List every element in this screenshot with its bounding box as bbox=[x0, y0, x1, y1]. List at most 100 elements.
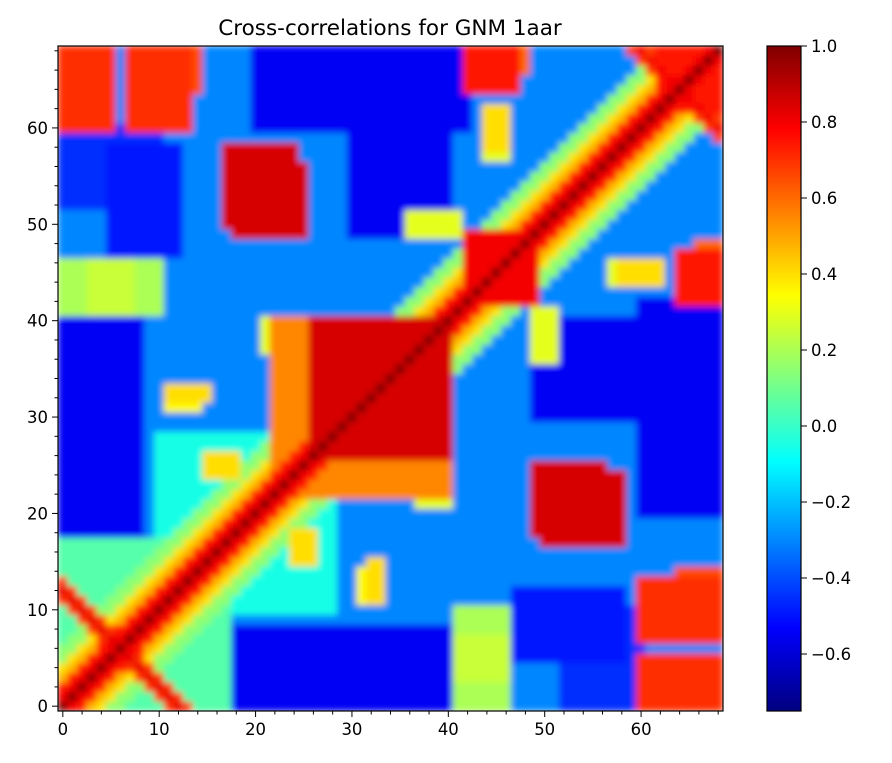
heatmap-cell bbox=[115, 672, 126, 683]
heatmap-cell bbox=[395, 537, 406, 548]
heatmap-cell bbox=[635, 691, 647, 702]
heatmap-cell bbox=[192, 257, 203, 268]
heatmap-cell bbox=[587, 450, 599, 461]
heatmap-cell bbox=[597, 556, 608, 567]
heatmap-cell bbox=[703, 315, 714, 326]
heatmap-cell bbox=[144, 286, 155, 297]
heatmap-cell bbox=[317, 363, 329, 374]
heatmap-cell bbox=[626, 122, 637, 134]
heatmap-cell bbox=[317, 93, 329, 105]
heatmap-cell bbox=[481, 517, 492, 529]
heatmap-cell bbox=[674, 460, 685, 471]
heatmap-cell bbox=[115, 151, 126, 162]
heatmap-cell bbox=[58, 421, 68, 432]
heatmap-cell bbox=[260, 566, 271, 577]
heatmap-cell bbox=[452, 122, 464, 134]
heatmap-cell bbox=[202, 672, 213, 683]
heatmap-cell bbox=[693, 180, 705, 191]
heatmap-cell bbox=[481, 209, 492, 220]
heatmap-cell bbox=[356, 151, 367, 162]
heatmap-cell bbox=[703, 305, 714, 317]
heatmap-cell bbox=[558, 652, 570, 664]
heatmap-cell bbox=[366, 595, 377, 606]
heatmap-cell bbox=[298, 296, 309, 307]
heatmap-cell bbox=[260, 84, 271, 95]
heatmap-cell bbox=[472, 623, 483, 635]
heatmap-cell bbox=[86, 277, 97, 288]
heatmap-cell bbox=[279, 55, 290, 66]
heatmap-cell bbox=[67, 354, 78, 365]
heatmap-cell bbox=[452, 537, 464, 548]
heatmap-cell bbox=[452, 267, 464, 278]
heatmap-cell bbox=[298, 546, 309, 558]
heatmap-cell bbox=[105, 421, 117, 432]
heatmap-cell bbox=[134, 84, 146, 95]
heatmap-cell bbox=[240, 46, 252, 56]
heatmap-cell bbox=[163, 363, 174, 374]
heatmap-cell bbox=[385, 190, 396, 201]
heatmap-cell bbox=[327, 267, 338, 278]
heatmap-cell bbox=[269, 354, 280, 365]
heatmap-cell bbox=[529, 219, 541, 230]
heatmap-cell bbox=[539, 315, 550, 326]
heatmap-cell bbox=[520, 142, 531, 153]
heatmap-cell bbox=[105, 643, 117, 654]
heatmap-cell bbox=[240, 55, 252, 66]
heatmap-cell bbox=[154, 151, 165, 162]
heatmap-cell bbox=[674, 614, 685, 625]
heatmap-cell bbox=[693, 652, 705, 664]
heatmap-cell bbox=[182, 93, 194, 105]
heatmap-cell bbox=[626, 537, 637, 548]
heatmap-cell bbox=[578, 701, 589, 711]
heatmap-cell bbox=[684, 508, 695, 519]
heatmap-cell bbox=[202, 93, 213, 105]
heatmap-cell bbox=[510, 508, 521, 519]
heatmap-cell bbox=[308, 469, 319, 480]
heatmap-cell bbox=[404, 450, 415, 461]
heatmap-cell bbox=[510, 305, 521, 317]
heatmap-cell bbox=[240, 64, 252, 76]
heatmap-cell bbox=[549, 161, 560, 172]
heatmap-cell bbox=[568, 257, 579, 268]
heatmap-cell bbox=[173, 296, 184, 307]
heatmap-cell bbox=[346, 93, 358, 105]
heatmap-cell bbox=[462, 450, 473, 461]
heatmap-cell bbox=[597, 614, 608, 625]
heatmap-cell bbox=[173, 325, 184, 336]
heatmap-cell bbox=[182, 334, 194, 346]
heatmap-cell bbox=[404, 238, 415, 249]
heatmap-cell bbox=[125, 248, 136, 259]
heatmap-cell bbox=[250, 681, 261, 693]
heatmap-cell bbox=[125, 546, 136, 558]
heatmap-cell bbox=[635, 122, 647, 134]
heatmap-cell bbox=[337, 344, 348, 355]
heatmap-cell bbox=[587, 55, 599, 66]
heatmap-cell bbox=[607, 74, 618, 85]
heatmap-cell bbox=[96, 402, 107, 413]
heatmap-cell bbox=[433, 643, 444, 654]
heatmap-cell bbox=[269, 614, 280, 625]
heatmap-cell bbox=[664, 219, 676, 230]
heatmap-cell bbox=[597, 585, 608, 596]
heatmap-cell bbox=[346, 113, 358, 124]
heatmap-cell bbox=[105, 354, 117, 365]
heatmap-cell bbox=[134, 402, 146, 413]
heatmap-cell bbox=[115, 556, 126, 567]
heatmap-cell bbox=[366, 180, 377, 191]
heatmap-cell bbox=[366, 643, 377, 654]
heatmap-cell bbox=[713, 209, 723, 220]
heatmap-cell bbox=[501, 93, 512, 105]
heatmap-cell bbox=[578, 344, 589, 355]
heatmap-cell bbox=[154, 392, 165, 403]
heatmap-cell bbox=[684, 421, 695, 432]
heatmap-cell bbox=[395, 604, 406, 615]
heatmap-cell bbox=[250, 662, 261, 673]
heatmap-cell bbox=[443, 267, 454, 278]
heatmap-cell bbox=[58, 161, 68, 172]
heatmap-cell bbox=[443, 219, 454, 230]
heatmap-cell bbox=[558, 527, 570, 538]
heatmap-cell bbox=[674, 681, 685, 693]
heatmap-cell bbox=[375, 325, 386, 336]
heatmap-cell bbox=[154, 277, 165, 288]
heatmap-cell bbox=[76, 103, 88, 114]
